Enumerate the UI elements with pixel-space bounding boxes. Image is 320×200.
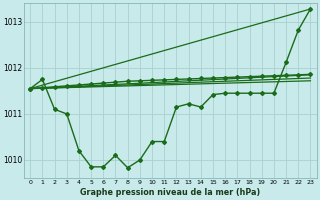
X-axis label: Graphe pression niveau de la mer (hPa): Graphe pression niveau de la mer (hPa) [80,188,260,197]
